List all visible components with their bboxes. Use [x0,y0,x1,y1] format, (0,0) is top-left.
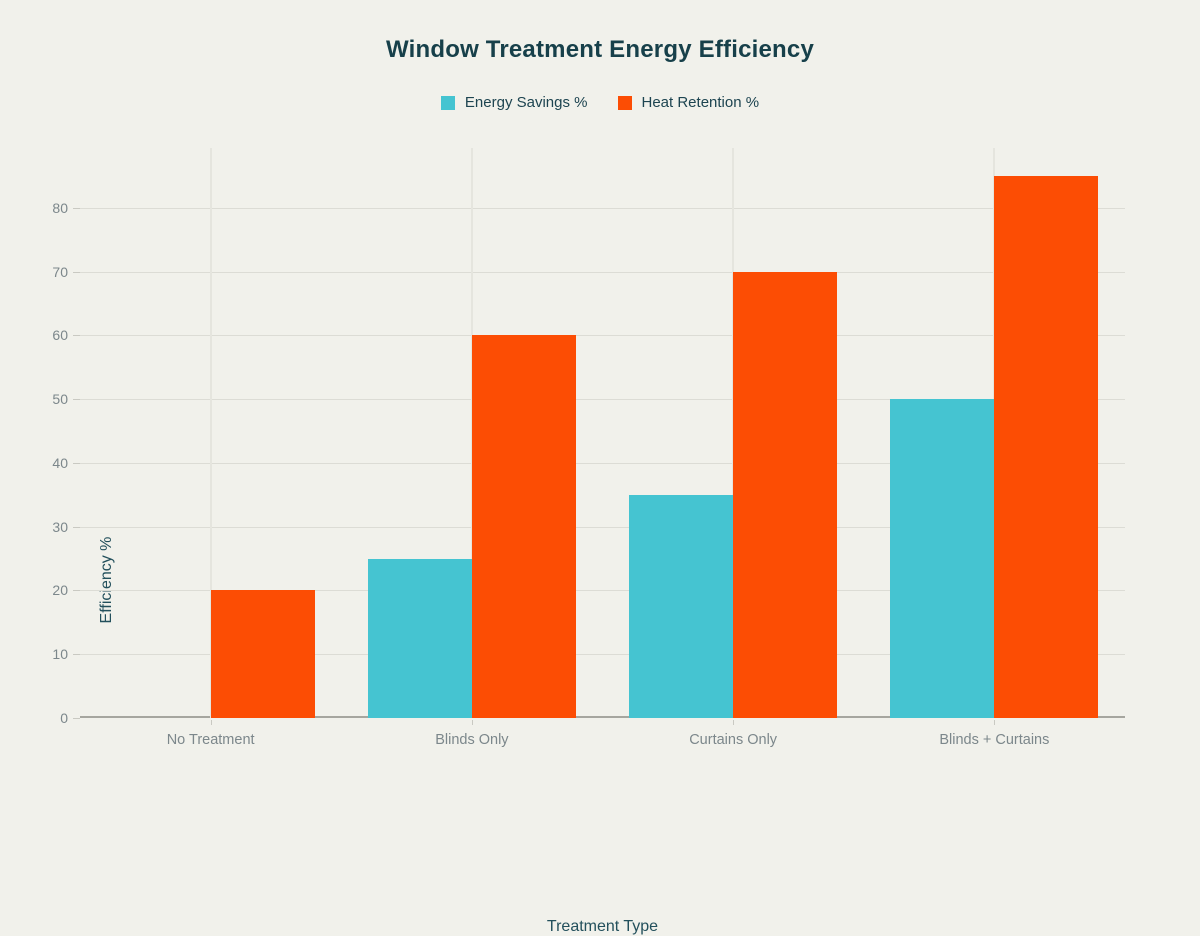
y-tick-dash-70 [73,271,80,273]
bar-energy-savings-blinds-only [367,558,472,718]
v-gridline-no-treatment [209,148,212,718]
x-tick-dash-curtains-only [733,720,735,725]
x-tick-dash-blinds-curtains [994,720,996,725]
y-axis-title: Efficiency % [98,536,115,624]
chart-canvas: Window Treatment Energy Efficiency Energ… [0,36,1200,935]
plot-area: Efficiency % Treatment Type 0 10 20 30 40 50 6… [52,148,1125,935]
x-tick-dash-no-treatment [210,720,212,725]
y-tick-dash-10 [73,654,80,656]
y-tick-label-10: 10 [52,646,68,663]
h-gridline-60 [80,335,1125,337]
y-tick-dash-60 [73,335,80,337]
legend-label-heat-retention: Heat Retention % [641,94,760,111]
h-gridline-30 [80,526,1125,528]
bar-heat-retention-blinds-curtains [994,176,1099,718]
y-tick-dash-30 [73,526,80,528]
y-tick-label-20: 20 [52,582,68,599]
legend-swatch-heat-retention [617,95,632,110]
y-tick-dash-50 [73,399,80,401]
x-tick-label-no-treatment: No Treatment [166,732,255,748]
legend-item-heat-retention: Heat Retention % [617,94,760,111]
y-tick-dash-80 [73,207,80,209]
x-tick-dash-blinds-only [471,720,473,725]
bar-heat-retention-no-treatment [210,590,315,718]
y-tick-label-80: 80 [52,199,68,216]
legend-item-energy-savings: Energy Savings % [440,94,588,111]
legend-label-energy-savings: Energy Savings % [464,94,588,111]
bar-energy-savings-curtains-only [629,494,734,718]
y-tick-dash-20 [73,590,80,592]
y-tick-label-60: 60 [52,327,68,344]
y-tick-label-40: 40 [52,454,68,471]
legend: Energy Savings % Heat Retention % [0,94,1200,111]
bar-energy-savings-blinds-curtains [890,399,995,718]
h-gridline-40 [80,462,1125,464]
h-gridline-80 [80,207,1125,209]
y-tick-label-70: 70 [52,263,68,280]
bar-heat-retention-blinds-only [471,335,576,718]
y-tick-dash-40 [73,462,80,464]
y-tick-dash-0 [73,718,80,719]
y-tick-label-0: 0 [60,710,68,726]
legend-swatch-energy-savings [440,95,455,110]
x-axis-title: Treatment Type [546,918,659,935]
h-gridline-10 [80,654,1125,656]
chart-title: Window Treatment Energy Efficiency [385,36,814,63]
x-tick-label-curtains-only: Curtains Only [689,732,778,748]
y-tick-label-30: 30 [52,518,68,535]
h-gridline-50 [80,399,1125,401]
h-gridline-20 [80,590,1125,592]
bar-heat-retention-curtains-only [733,271,838,718]
y-tick-label-50: 50 [52,391,68,408]
h-gridline-70 [80,271,1125,273]
x-tick-label-blinds-only: Blinds Only [435,732,509,748]
x-tick-label-blinds-curtains: Blinds + Curtains [939,732,1050,748]
